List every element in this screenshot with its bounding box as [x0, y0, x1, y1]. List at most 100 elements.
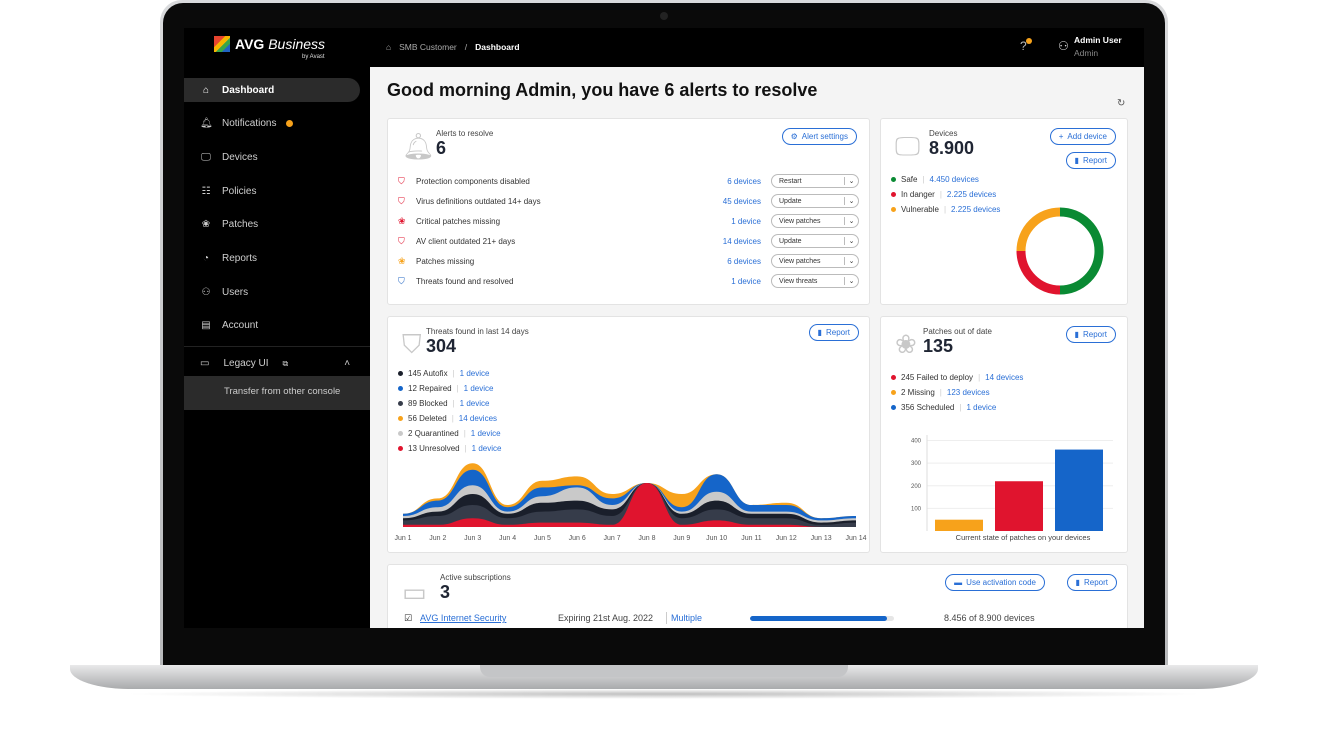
alert-action-label[interactable]: View patches: [779, 217, 821, 225]
home-icon: ⌂: [202, 84, 210, 96]
legend-devices-link[interactable]: 1 device: [459, 399, 490, 408]
alert-text: Virus definitions outdated 14+ days: [416, 196, 541, 206]
chevron-down-icon[interactable]: ⌄: [844, 237, 858, 245]
chevron-down-icon[interactable]: ⌄: [844, 177, 858, 185]
chevron-down-icon[interactable]: ⌄: [844, 217, 858, 225]
subs-label: Active subscriptions: [440, 573, 511, 582]
legend-devices-link[interactable]: 14 devices: [985, 373, 1024, 382]
sidebar-item-transfer[interactable]: Transfer from other console: [184, 376, 370, 410]
legend-devices-link[interactable]: 1 device: [463, 384, 494, 393]
sidebar-item-patches[interactable]: ❀ Patches: [184, 213, 360, 237]
sidebar-item-notifications[interactable]: 🔔︎ Notifications: [184, 112, 360, 136]
donut-slice-safe: [1059, 207, 1104, 295]
user-menu[interactable]: Admin User Admin: [1074, 35, 1144, 58]
patches-icon: ❀: [895, 329, 917, 359]
legend-devices-link[interactable]: 2.225 devices: [946, 190, 997, 199]
subscription-multiple-link[interactable]: Multiple: [666, 612, 750, 624]
alert-action-dropdown[interactable]: View patches ⌄: [771, 214, 859, 228]
chevron-down-icon[interactable]: ⌄: [844, 257, 858, 265]
chevron-down-icon[interactable]: ⌄: [844, 277, 858, 285]
brand-by: by Avast: [302, 54, 325, 60]
x-tick-label: Jun 12: [776, 535, 797, 542]
legacy-label: Legacy UI: [223, 358, 269, 369]
legend-devices-link[interactable]: 1 device: [470, 429, 501, 438]
legend-dot: [891, 405, 896, 410]
brand-name: AVG Business: [235, 36, 325, 52]
alert-devices-link[interactable]: 6 devices: [727, 256, 761, 266]
bar-chart-icon: ▮: [1074, 330, 1079, 339]
legend-devices-link[interactable]: 14 devices: [458, 414, 498, 423]
area-series-unresolved: [403, 483, 856, 527]
legend-devices-link[interactable]: 4.450 devices: [929, 175, 979, 184]
legend-label: 245 Failed to deploy: [901, 373, 974, 382]
sidebar-item-users[interactable]: ⚇ Users: [184, 280, 360, 304]
alert-devices-link[interactable]: 14 devices: [722, 236, 761, 246]
legend-item: 2 Quarantined | 1 device: [398, 429, 501, 438]
x-tick-label: Jun 6: [569, 535, 586, 542]
legend-dot: [398, 386, 403, 391]
bell-icon: 🔔︎: [402, 131, 436, 161]
alert-action-dropdown[interactable]: Update ⌄: [771, 194, 859, 208]
alert-devices-link[interactable]: 1 device: [731, 276, 761, 286]
alert-action-label[interactable]: Restart: [779, 177, 802, 185]
alert-action-label[interactable]: View patches: [779, 257, 821, 265]
sidebar-item-account[interactable]: ▤ Account: [184, 314, 360, 338]
threats-report-label: Report: [825, 328, 850, 337]
refresh-icon[interactable]: ↻: [1117, 98, 1126, 109]
subscription-progress-bar: [750, 615, 894, 621]
alert-action-dropdown[interactable]: Update ⌄: [771, 234, 859, 248]
legend-devices-link[interactable]: 1 device: [459, 369, 490, 378]
brand-name-2: Business: [268, 36, 326, 52]
separator: |: [939, 190, 942, 199]
alert-devices-link[interactable]: 45 devices: [722, 196, 761, 206]
user-role: Admin: [1074, 48, 1099, 58]
subs-report-label: Report: [1083, 578, 1108, 587]
alert-settings-button[interactable]: ⚙ Alert settings: [781, 128, 857, 145]
legend-devices-link[interactable]: 2.225 devices: [951, 205, 1001, 214]
alert-action-dropdown[interactable]: View threats ⌄: [771, 274, 859, 288]
breadcrumb-smb-customer[interactable]: SMB Customer: [399, 42, 457, 52]
y-tick-label: 300: [911, 461, 922, 467]
separator: |: [452, 399, 455, 408]
devices-report-button[interactable]: ▮ Report: [1065, 152, 1116, 169]
legend-devices-link[interactable]: 123 devices: [946, 388, 990, 397]
separator: |: [978, 373, 981, 382]
sidebar-item-policies[interactable]: ☷ Policies: [184, 179, 360, 203]
help-icon[interactable]: ?: [1020, 38, 1032, 53]
legend-dot: [398, 431, 403, 436]
sidebar-item-dashboard[interactable]: ⌂ Dashboard: [184, 78, 360, 102]
threats-report-button[interactable]: ▮ Report: [808, 324, 859, 341]
add-device-button[interactable]: + Add device: [1049, 128, 1116, 145]
legend-label: 2 Quarantined: [408, 429, 459, 438]
alert-devices-link[interactable]: 1 device: [731, 216, 761, 226]
account-icon: ▤: [201, 320, 211, 332]
sidebar-item-legacy-ui[interactable]: ▭ Legacy UI ⧉ ˄: [184, 346, 370, 380]
alert-action-label[interactable]: Update: [779, 237, 802, 245]
alert-row: ⛉ Protection components disabled 6 devices…: [398, 172, 859, 190]
legend-item: In danger | 2.225 devices: [891, 190, 996, 199]
legend-item: 56 Deleted | 14 devices: [398, 414, 497, 423]
threats-count: 304: [426, 336, 457, 356]
use-activation-code-button[interactable]: ▬ Use activation code: [945, 574, 1045, 591]
monitor-icon: 🖵: [201, 151, 211, 163]
sidebar-item-reports[interactable]: ◔ Reports: [184, 247, 360, 271]
legend-devices-link[interactable]: 1 device: [471, 444, 502, 453]
alert-action-label[interactable]: View threats: [779, 277, 818, 285]
alert-action-dropdown[interactable]: Restart ⌄: [771, 174, 859, 188]
subs-report-button[interactable]: ▮ Report: [1066, 574, 1117, 591]
sidebar-item-devices[interactable]: 🖵 Devices: [184, 145, 360, 169]
alert-action-dropdown[interactable]: View patches ⌄: [771, 254, 859, 268]
alert-devices-link[interactable]: 6 devices: [727, 176, 761, 186]
legend-item: 356 Scheduled | 1 device: [891, 403, 996, 412]
chevron-down-icon[interactable]: ⌄: [844, 197, 858, 205]
alert-action-label[interactable]: Update: [779, 197, 802, 205]
user-icon[interactable]: ⚇: [1058, 39, 1069, 53]
checkbox-icon[interactable]: ☑: [404, 613, 413, 623]
legend-devices-link[interactable]: 1 device: [966, 403, 997, 412]
home-icon[interactable]: ⌂: [386, 42, 392, 52]
subscription-product-link[interactable]: AVG Internet Security: [420, 613, 507, 623]
avg-logo[interactable]: AVG Business by Avast: [214, 36, 325, 60]
patches-report-label: Report: [1082, 330, 1107, 339]
patches-report-button[interactable]: ▮ Report: [1065, 326, 1116, 343]
separator: |: [452, 369, 455, 378]
